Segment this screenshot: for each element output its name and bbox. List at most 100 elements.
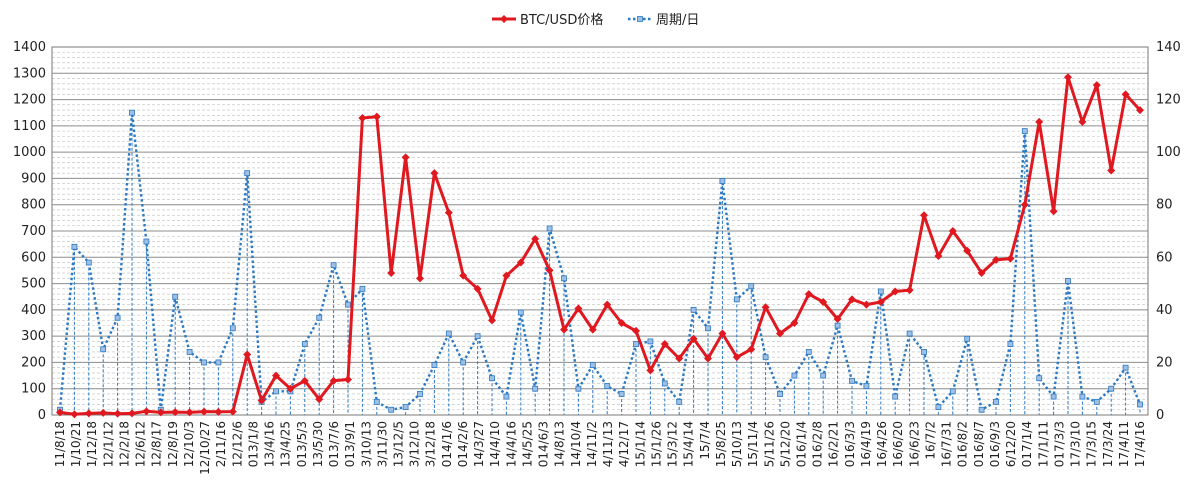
point-cycle-days — [489, 375, 495, 382]
x-tick-label: 15/7/4 — [698, 421, 712, 460]
point-cycle-days — [964, 335, 971, 342]
x-tick-label: 5/12/20 — [778, 421, 792, 467]
x-tick-label: 016/3/3 — [843, 421, 857, 467]
point-cycle-days — [244, 170, 251, 177]
x-tick-label: 13/4/25 — [279, 421, 293, 467]
point-btc-price — [718, 329, 727, 338]
point-cycle-days — [849, 377, 855, 384]
point-btc-price — [1064, 73, 1072, 82]
x-tick-label: 16/6/20 — [891, 421, 905, 467]
point-cycle-days — [229, 325, 236, 332]
point-btc-price — [56, 408, 64, 417]
cycle-drop-lines — [59, 112, 1141, 415]
point-cycle-days — [1079, 393, 1086, 400]
point-cycle-days — [820, 372, 827, 379]
y-right-tick-label: 140 — [1156, 40, 1181, 55]
point-cycle-days — [1050, 393, 1057, 400]
point-btc-price — [646, 366, 655, 375]
y-left-tick-label: 0 — [38, 408, 46, 423]
legend-marker-btc-price — [500, 15, 508, 23]
point-btc-price — [473, 284, 482, 293]
x-tick-label: 13/12/5 — [392, 421, 406, 467]
point-cycle-days — [460, 359, 467, 366]
point-cycle-days — [71, 243, 78, 250]
point-btc-price — [948, 227, 957, 235]
point-btc-price — [560, 325, 568, 334]
y-left-tick-label: 600 — [21, 250, 46, 265]
point-btc-price — [459, 271, 468, 280]
point-cycle-days — [762, 354, 769, 361]
x-tick-label: 12/8/17 — [150, 421, 164, 467]
x-tick-label: 14/8/13 — [553, 421, 567, 467]
x-tick-label: 16/4/26 — [875, 421, 889, 467]
point-btc-price — [430, 169, 439, 178]
x-tick-label: 016/8/7 — [972, 421, 986, 467]
x-tick-label: 3/12/18 — [424, 421, 438, 467]
point-btc-price — [228, 407, 237, 416]
point-btc-price — [675, 354, 684, 363]
point-btc-price — [84, 409, 93, 418]
y-left-tick-label: 300 — [21, 329, 46, 344]
point-btc-price — [329, 376, 338, 385]
point-btc-price — [142, 407, 151, 416]
point-btc-price — [545, 266, 554, 275]
plot-border — [51, 46, 1149, 416]
point-btc-price — [1049, 207, 1058, 216]
point-btc-price — [70, 410, 79, 419]
x-tick-label: 013/5/3 — [295, 421, 309, 467]
point-btc-price — [488, 316, 496, 325]
point-btc-price — [300, 376, 309, 385]
x-tick-label: 17/3/10 — [1069, 421, 1083, 467]
point-cycle-days — [186, 349, 193, 355]
point-btc-price — [214, 407, 223, 416]
point-btc-price — [804, 290, 813, 299]
point-btc-price — [905, 286, 914, 295]
x-tick-label: 013/9/1 — [343, 421, 357, 467]
point-cycle-days — [791, 372, 798, 379]
point-btc-price — [862, 300, 871, 309]
x-tick-label: 17/3/15 — [1085, 421, 1099, 467]
x-tick-label: 5/10/13 — [730, 421, 744, 467]
y-left-tick-label: 900 — [21, 171, 46, 186]
x-tick-label: 15/3/12 — [666, 421, 680, 467]
point-btc-price — [358, 113, 367, 122]
point-cycle-days — [676, 398, 683, 405]
legend-label-cycle-days: 周期/日 — [656, 13, 699, 28]
point-btc-price — [286, 384, 295, 393]
x-tick-label: 13/4/16 — [263, 421, 277, 467]
point-btc-price — [156, 408, 165, 417]
y-left-tick-label: 1100 — [13, 119, 46, 134]
y-right-tick-label: 100 — [1156, 145, 1181, 160]
x-tick-label: 016/9/3 — [988, 421, 1002, 467]
point-cycle-days — [1093, 398, 1100, 405]
y-right-tick-label: 80 — [1156, 198, 1173, 213]
x-tick-label: 017/3/3 — [1052, 421, 1066, 467]
series-layer — [56, 73, 1144, 419]
point-cycle-days — [201, 359, 207, 366]
point-cycle-days — [143, 238, 150, 245]
point-btc-price — [372, 112, 381, 121]
point-cycle-days — [618, 391, 625, 397]
point-btc-price — [876, 297, 885, 306]
y-left-tick-label: 700 — [21, 224, 46, 239]
point-btc-price — [761, 303, 770, 312]
point-btc-price — [588, 325, 597, 334]
point-btc-price — [977, 269, 986, 278]
point-cycle-days — [892, 393, 899, 400]
x-tick-label: 016/1/4 — [794, 421, 808, 467]
point-btc-price — [1136, 106, 1144, 115]
point-cycle-days — [1122, 364, 1129, 371]
point-cycle-days — [877, 288, 884, 295]
x-tick-label: 14/3/27 — [472, 421, 486, 467]
point-cycle-days — [388, 406, 395, 413]
y-right-tick-label: 0 — [1156, 408, 1164, 423]
x-tick-label: 17/1/11 — [1036, 421, 1050, 467]
point-btc-price — [444, 208, 453, 217]
grid — [52, 46, 1148, 416]
point-cycle-days — [345, 301, 351, 308]
point-btc-price — [920, 211, 928, 220]
x-tick-label: 4/12/17 — [617, 421, 631, 467]
y-left-tick-label: 1300 — [13, 66, 46, 81]
point-btc-price — [1078, 117, 1087, 126]
point-btc-price — [531, 234, 540, 243]
